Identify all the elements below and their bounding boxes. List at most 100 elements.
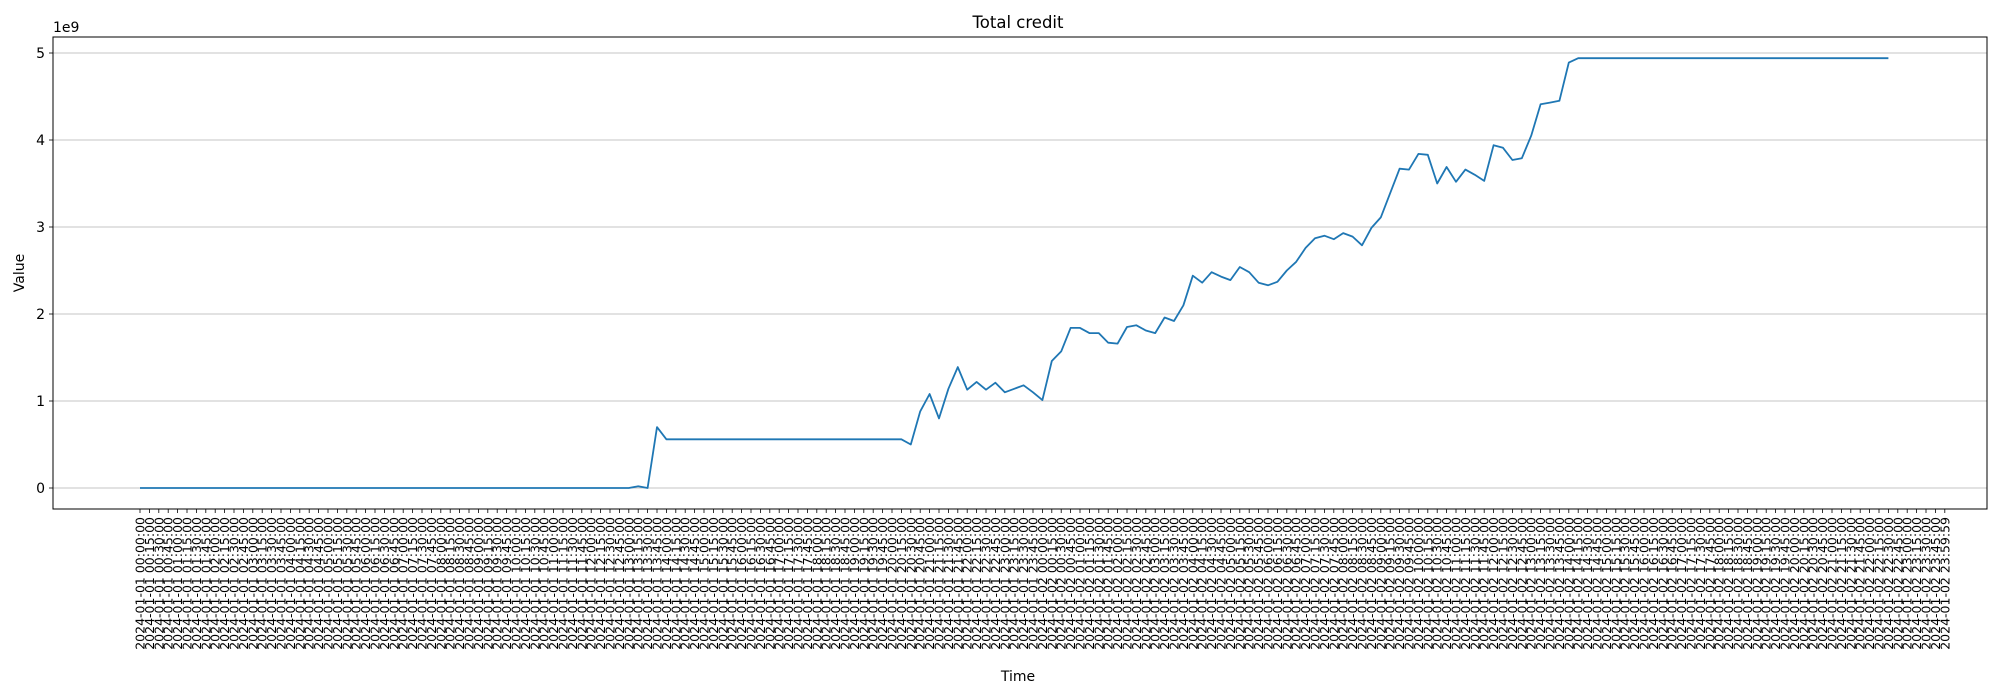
x-tick-label: 2024-01-01 16:30:00 (753, 517, 768, 650)
x-tick-label: 2024-01-02 00:00:00 (1035, 517, 1050, 650)
x-tick-label: 2024-01-02 04:30:00 (1204, 517, 1219, 650)
x-tick-label: 2024-01-01 15:15:00 (706, 517, 721, 650)
x-tick-label: 2024-01-01 18:15:00 (819, 517, 834, 650)
x-tick-label: 2024-01-02 13:00:00 (1524, 517, 1539, 650)
x-tick-label: 2024-01-02 11:30:00 (1467, 517, 1482, 650)
x-tick-label: 2024-01-02 08:30:00 (1355, 517, 1370, 650)
x-tick-label: 2024-01-02 13:30:00 (1543, 517, 1558, 650)
x-tick-label: 2024-01-01 11:00:00 (546, 517, 561, 650)
x-tick-label: 2024-01-02 04:45:00 (1214, 517, 1229, 650)
x-tick-label: 2024-01-02 23:15:00 (1909, 517, 1924, 650)
x-tick-label: 2024-01-02 19:30:00 (1768, 517, 1783, 650)
x-tick-label: 2024-01-02 21:45:00 (1853, 517, 1868, 650)
x-tick-label: 2024-01-01 00:30:00 (151, 517, 166, 650)
x-tick-label: 2024-01-02 17:00:00 (1674, 517, 1689, 650)
x-tick-label: 2024-01-01 07:45:00 (424, 517, 439, 650)
x-tick-label: 2024-01-01 06:30:00 (377, 517, 392, 650)
x-tick-label: 2024-01-01 05:30:00 (339, 517, 354, 650)
series-line (140, 57, 1889, 489)
x-tick-label: 2024-01-01 15:45:00 (725, 517, 740, 650)
x-tick-label: 2024-01-02 18:45:00 (1740, 517, 1755, 650)
x-tick-label: 2024-01-02 17:15:00 (1684, 517, 1699, 650)
x-tick-label: 2024-01-02 10:30:00 (1430, 517, 1445, 650)
x-tick-label: 2024-01-02 23:59:59 (1937, 517, 1952, 650)
x-tick-label: 2024-01-01 11:15:00 (556, 517, 571, 650)
x-tick-label: 2024-01-01 03:30:00 (264, 517, 279, 650)
y-axis-label: Value (12, 254, 28, 292)
x-tick-label: 2024-01-02 21:30:00 (1843, 517, 1858, 650)
x-tick-label: 2024-01-01 17:30:00 (791, 517, 806, 650)
x-tick-label: 2024-01-02 14:45:00 (1590, 517, 1605, 650)
x-tick-label: 2024-01-02 13:45:00 (1552, 517, 1567, 650)
x-tick-label: 2024-01-01 11:30:00 (565, 517, 580, 650)
plot-frame (52, 36, 1988, 510)
x-tick-label: 2024-01-02 00:45:00 (1063, 517, 1078, 650)
x-tick-label: 2024-01-01 07:00:00 (396, 517, 411, 650)
x-tick-label: 2024-01-02 20:30:00 (1806, 517, 1821, 650)
x-tick-label: 2024-01-01 20:00:00 (885, 517, 900, 650)
x-tick-label: 2024-01-02 16:15:00 (1646, 517, 1661, 650)
x-tick-label: 2024-01-01 03:15:00 (255, 517, 270, 650)
x-tick-label: 2024-01-02 22:30:00 (1881, 517, 1896, 650)
x-tick-label: 2024-01-01 22:30:00 (979, 517, 994, 650)
x-tick-label: 2024-01-02 11:45:00 (1477, 517, 1492, 650)
x-tick-label: 2024-01-02 08:15:00 (1345, 517, 1360, 650)
x-tick-label: 2024-01-01 15:30:00 (715, 517, 730, 650)
x-tick-label: 2024-01-02 21:15:00 (1834, 517, 1849, 650)
x-tick-label: 2024-01-02 09:30:00 (1392, 517, 1407, 650)
x-tick-label: 2024-01-01 00:15:00 (142, 517, 157, 650)
x-tick-label: 2024-01-02 17:45:00 (1702, 517, 1717, 650)
x-tick-label: 2024-01-01 10:45:00 (537, 517, 552, 650)
x-tick-label: 2024-01-01 12:45:00 (612, 517, 627, 650)
x-tick-label: 2024-01-01 13:45:00 (650, 517, 665, 650)
x-tick-label: 2024-01-01 23:15:00 (1007, 517, 1022, 650)
x-tick-label: 2024-01-01 13:15:00 (631, 517, 646, 650)
x-tick-label: 2024-01-02 20:45:00 (1815, 517, 1830, 650)
x-tick-label: 2024-01-02 01:00:00 (1073, 517, 1088, 650)
x-tick-label: 2024-01-01 16:00:00 (734, 517, 749, 650)
x-tick-label: 2024-01-02 22:45:00 (1890, 517, 1905, 650)
x-tick-label: 2024-01-02 01:15:00 (1082, 517, 1097, 650)
x-tick-label: 2024-01-01 21:00:00 (922, 517, 937, 650)
x-tick-label: 2024-01-01 19:15:00 (856, 517, 871, 650)
x-tick-label: 2024-01-02 09:15:00 (1383, 517, 1398, 650)
x-tick-label: 2024-01-01 08:00:00 (433, 517, 448, 650)
x-tick-label: 2024-01-01 04:00:00 (283, 517, 298, 650)
x-tick-label: 2024-01-01 09:45:00 (499, 517, 514, 650)
y-tick-label: 4 (36, 133, 45, 149)
x-tick-label: 2024-01-02 06:30:00 (1279, 517, 1294, 650)
x-tick-label: 2024-01-02 07:45:00 (1326, 517, 1341, 650)
x-tick-label: 2024-01-02 10:00:00 (1411, 517, 1426, 650)
x-tick-label: 2024-01-02 07:30:00 (1317, 517, 1332, 650)
x-tick-label: 2024-01-02 02:15:00 (1120, 517, 1135, 650)
x-tick-label: 2024-01-02 12:00:00 (1486, 517, 1501, 650)
x-tick-label: 2024-01-02 04:00:00 (1185, 517, 1200, 650)
x-tick-label: 2024-01-01 08:30:00 (452, 517, 467, 650)
x-tick-label: 2024-01-01 01:45:00 (198, 517, 213, 650)
x-tick-label: 2024-01-01 23:00:00 (997, 517, 1012, 650)
x-tick-label: 2024-01-02 15:15:00 (1608, 517, 1623, 650)
x-tick-label: 2024-01-02 11:00:00 (1449, 517, 1464, 650)
y-tick-label: 1 (36, 394, 45, 410)
x-tick-label: 2024-01-02 07:15:00 (1308, 517, 1323, 650)
x-tick-label: 2024-01-02 14:15:00 (1571, 517, 1586, 650)
x-tick-label: 2024-01-01 10:00:00 (509, 517, 524, 650)
x-tick-label: 2024-01-02 12:15:00 (1496, 517, 1511, 650)
x-tick-label: 2024-01-02 18:15:00 (1721, 517, 1736, 650)
x-tick-label: 2024-01-02 23:00:00 (1900, 517, 1915, 650)
x-tick-label: 2024-01-01 14:30:00 (678, 517, 693, 650)
x-tick-label: 2024-01-02 02:30:00 (1129, 517, 1144, 650)
x-tick-label: 2024-01-01 19:00:00 (847, 517, 862, 650)
x-tick-label: 2024-01-02 16:00:00 (1637, 517, 1652, 650)
x-tick-label: 2024-01-01 10:30:00 (527, 517, 542, 650)
x-tick-label: 2024-01-01 18:00:00 (809, 517, 824, 650)
x-tick-label: 2024-01-01 06:00:00 (358, 517, 373, 650)
x-tick-label: 2024-01-02 21:00:00 (1825, 517, 1840, 650)
x-tick-label: 2024-01-01 01:15:00 (180, 517, 195, 650)
x-tick-label: 2024-01-01 04:45:00 (311, 517, 326, 650)
x-tick-label: 2024-01-02 14:00:00 (1561, 517, 1576, 650)
x-tick-label: 2024-01-02 19:15:00 (1759, 517, 1774, 650)
x-tick-label: 2024-01-02 16:30:00 (1655, 517, 1670, 650)
x-tick-label: 2024-01-02 10:45:00 (1439, 517, 1454, 650)
x-tick-label: 2024-01-02 20:15:00 (1796, 517, 1811, 650)
